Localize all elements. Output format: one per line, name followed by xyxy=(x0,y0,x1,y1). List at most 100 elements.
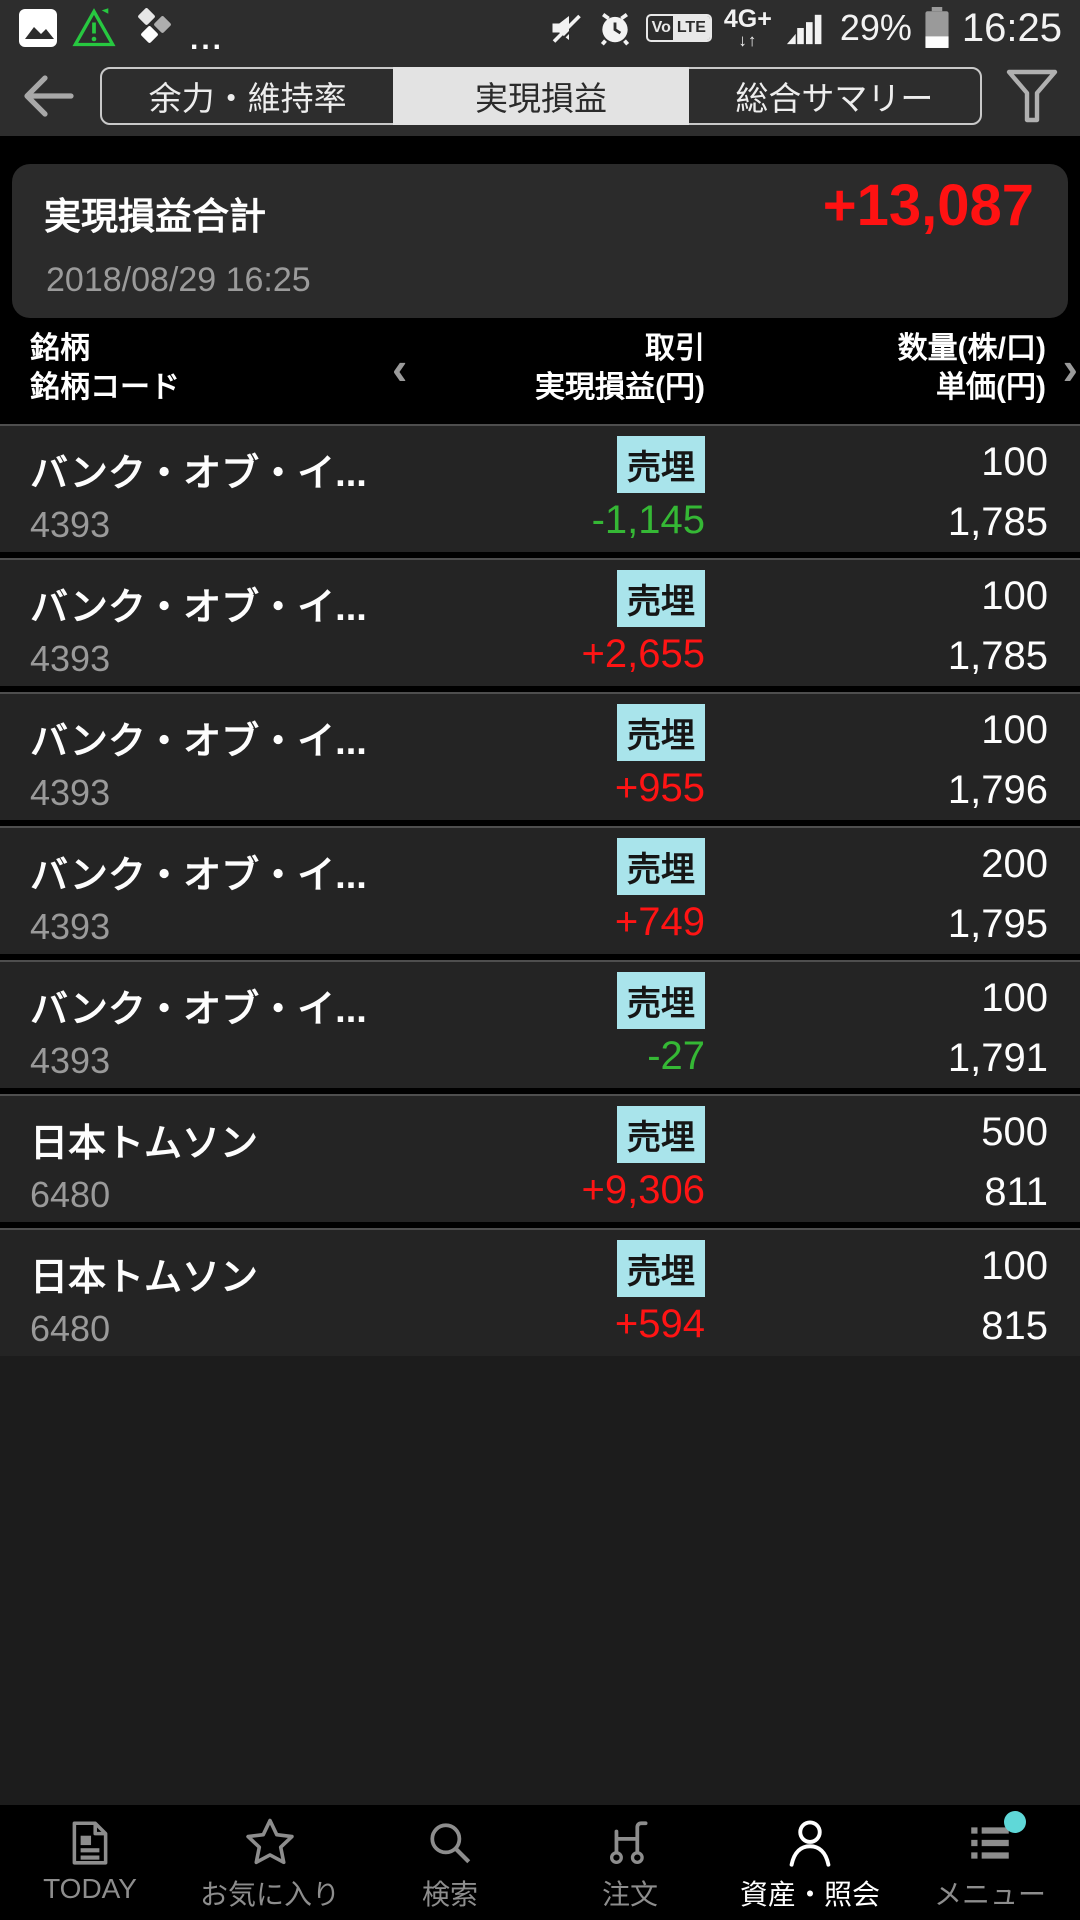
chevron-left-icon[interactable]: ‹ xyxy=(392,342,408,394)
bottom-nav: TODAY お気に入り 検索 注文 xyxy=(0,1805,1080,1920)
tab-realized-pl[interactable]: 実現損益 xyxy=(393,67,689,125)
network-type-indicator: 4G+ ↓↑ xyxy=(723,5,772,50)
back-button[interactable] xyxy=(16,66,82,126)
nav-label: お気に入り xyxy=(199,1879,340,1910)
nav-item-today[interactable]: TODAY xyxy=(0,1805,180,1920)
filter-button[interactable] xyxy=(1000,66,1064,126)
person-icon xyxy=(782,1815,838,1871)
star-icon xyxy=(242,1815,298,1871)
summary-title: 実現損益合計 xyxy=(44,196,266,237)
table-row[interactable]: バンク・オブ・イ... 4393 売埋 -27 100 1,791 xyxy=(0,960,1080,1088)
summary-datetime: 2018/08/29 16:25 xyxy=(46,261,311,299)
status-bar: ... Vo LTE 4G+ ↓↑ 29% 16:25 xyxy=(0,0,1080,56)
empty-area xyxy=(0,1356,1080,1805)
nav-item-orders[interactable]: 注文 xyxy=(540,1805,720,1920)
volte-badge-icon: Vo LTE xyxy=(645,14,712,42)
alarm-icon xyxy=(596,9,634,47)
stock-name: バンク・オブ・イ... xyxy=(30,453,367,495)
stock-name: バンク・オブ・イ... xyxy=(30,721,367,763)
table-row[interactable]: バンク・オブ・イ... 4393 売埋 +955 100 1,796 xyxy=(0,692,1080,820)
warning-triangle-icon xyxy=(72,7,116,49)
price-value: 815 xyxy=(981,1304,1048,1348)
trade-type-badge: 売埋 xyxy=(617,972,705,1029)
price-value: 1,791 xyxy=(947,1036,1048,1080)
filter-funnel-icon xyxy=(1006,69,1058,123)
stock-code: 6480 xyxy=(30,1308,111,1349)
header-stock: 銘柄 xyxy=(30,332,90,365)
nav-item-search[interactable]: 検索 xyxy=(360,1805,540,1920)
trade-type-badge: 売埋 xyxy=(617,570,705,627)
header-stock-code: 銘柄コード xyxy=(30,371,180,404)
pl-value: +594 xyxy=(614,1302,705,1346)
header-unit-price: 単価(円) xyxy=(936,371,1046,404)
stock-code: 4393 xyxy=(30,504,111,545)
more-notifications-icon: ... xyxy=(190,23,225,56)
pl-value: +749 xyxy=(614,900,705,944)
summary-total-value: +13,087 xyxy=(822,173,1034,238)
nav-label: 注文 xyxy=(601,1879,658,1910)
menu-icon xyxy=(962,1811,1026,1871)
chevron-right-icon[interactable]: › xyxy=(1062,342,1078,394)
stock-name: 日本トムソン xyxy=(30,1123,259,1165)
trade-type-badge: 売埋 xyxy=(617,704,705,761)
realized-pl-section: 実現損益合計 +13,087 2018/08/29 16:25 銘柄 銘柄コード… xyxy=(0,136,1080,1356)
pl-value: -1,145 xyxy=(591,498,705,542)
data-arrows-icon: ↓↑ xyxy=(738,31,758,50)
nav-item-menu[interactable]: メニュー xyxy=(900,1805,1080,1920)
battery-icon xyxy=(924,7,950,49)
table-row[interactable]: バンク・オブ・イ... 4393 売埋 -1,145 100 1,785 xyxy=(0,424,1080,552)
trade-type-badge: 売埋 xyxy=(617,436,705,493)
app-bar: 余力・維持率 実現損益 総合サマリー xyxy=(0,56,1080,136)
header-trade: 取引 xyxy=(645,332,705,365)
pl-value: +9,306 xyxy=(581,1168,705,1212)
price-value: 1,795 xyxy=(947,902,1048,946)
stock-code: 4393 xyxy=(30,1040,111,1081)
nav-label: 検索 xyxy=(421,1879,478,1910)
price-value: 1,796 xyxy=(947,768,1048,812)
quantity-value: 100 xyxy=(981,708,1048,752)
table-row[interactable]: バンク・オブ・イ... 4393 売埋 +2,655 100 1,785 xyxy=(0,558,1080,686)
price-value: 1,785 xyxy=(947,634,1048,678)
stock-code: 4393 xyxy=(30,772,111,813)
table-row[interactable]: バンク・オブ・イ... 4393 売埋 +749 200 1,795 xyxy=(0,826,1080,954)
header-quantity: 数量(株/口) xyxy=(897,332,1046,365)
table-row[interactable]: 日本トムソン 6480 売埋 +9,306 500 811 xyxy=(0,1094,1080,1222)
stock-name: バンク・オブ・イ... xyxy=(30,855,367,897)
summary-panel: 実現損益合計 +13,087 2018/08/29 16:25 xyxy=(12,164,1068,318)
quantity-value: 200 xyxy=(981,842,1048,886)
tab-overall-summary[interactable]: 総合サマリー xyxy=(686,67,982,125)
cart-icon xyxy=(602,1815,658,1871)
price-value: 811 xyxy=(984,1170,1048,1214)
nav-label: TODAY xyxy=(43,1873,137,1904)
nav-label: 資産・照会 xyxy=(739,1879,880,1910)
signal-strength-icon xyxy=(784,8,828,48)
pl-value: +955 xyxy=(614,766,705,810)
quantity-value: 100 xyxy=(981,976,1048,1020)
trade-type-badge: 売埋 xyxy=(617,838,705,895)
quantity-value: 500 xyxy=(981,1110,1048,1154)
clock-time: 16:25 xyxy=(961,5,1062,50)
stock-name: バンク・オブ・イ... xyxy=(30,587,367,629)
trade-type-badge: 売埋 xyxy=(617,1106,705,1163)
photo-notification-icon xyxy=(18,8,58,48)
cubes-notification-icon xyxy=(130,6,176,50)
quantity-value: 100 xyxy=(981,1244,1048,1288)
nav-label: メニュー xyxy=(933,1879,1046,1910)
nav-item-assets[interactable]: 資産・照会 xyxy=(720,1805,900,1920)
quantity-value: 100 xyxy=(981,440,1048,484)
stock-code: 4393 xyxy=(30,906,111,947)
header-realized-pl: 実現損益(円) xyxy=(535,371,705,404)
table-row[interactable]: 日本トムソン 6480 売埋 +594 100 815 xyxy=(0,1228,1080,1356)
stock-code: 4393 xyxy=(30,638,111,679)
document-icon xyxy=(62,1815,118,1871)
trade-rows: バンク・オブ・イ... 4393 売埋 -1,145 100 1,785 バンク… xyxy=(0,424,1080,1356)
tab-margin-balance[interactable]: 余力・維持率 xyxy=(100,67,396,125)
pl-value: -27 xyxy=(647,1034,705,1078)
table-header: 銘柄 銘柄コード ‹ 取引 実現損益(円) 数量(株/口) 単価(円) › xyxy=(0,318,1080,418)
nav-item-favorites[interactable]: お気に入り xyxy=(180,1805,360,1920)
menu-notification-dot xyxy=(1004,1811,1026,1833)
stock-name: バンク・オブ・イ... xyxy=(30,989,367,1031)
pl-value: +2,655 xyxy=(581,632,705,676)
stock-name: 日本トムソン xyxy=(30,1257,259,1299)
